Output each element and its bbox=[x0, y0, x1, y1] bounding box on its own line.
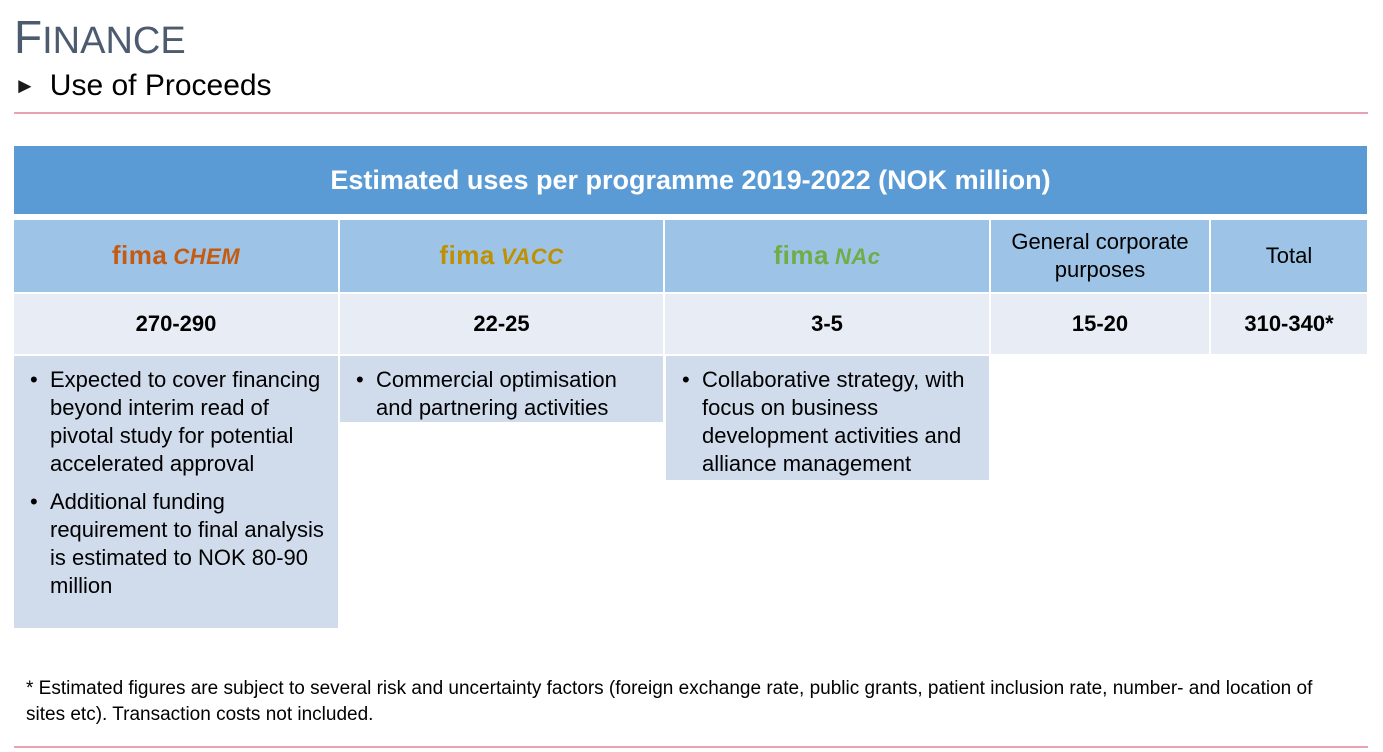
fimavacc-logo-suffix: VACC bbox=[500, 244, 564, 269]
list-item-text: Additional funding requirement to final … bbox=[50, 489, 324, 598]
footnote: * Estimated figures are subject to sever… bbox=[26, 678, 1313, 725]
value-fimanac: 3-5 bbox=[665, 294, 989, 354]
fimachem-logo-suffix: CHEM bbox=[173, 244, 241, 269]
column-header-fimachem: fima CHEM bbox=[14, 220, 338, 292]
value-total: 310-340* bbox=[1211, 294, 1367, 354]
bullet-icon: • bbox=[356, 367, 364, 392]
bullet-icon: • bbox=[30, 489, 38, 514]
bullet-list: • Commercial optimisation and partnering … bbox=[350, 366, 649, 422]
triangle-right-icon: ► bbox=[14, 73, 36, 98]
description-fimanac: • Collaborative strategy, with focus on b… bbox=[666, 356, 989, 480]
list-item-text: Expected to cover financing beyond inter… bbox=[50, 367, 321, 476]
value-fimachem: 270-290 bbox=[14, 294, 338, 354]
table-title: Estimated uses per programme 2019-2022 (… bbox=[14, 146, 1367, 214]
fimanac-logo-suffix: NAc bbox=[834, 244, 881, 269]
bullet-list: • Collaborative strategy, with focus on b… bbox=[676, 366, 975, 478]
fimachem-logo: fima CHEM bbox=[112, 241, 240, 271]
fimavacc-logo-prefix: fima bbox=[439, 240, 495, 270]
list-item: • Additional funding requirement to final… bbox=[24, 488, 324, 600]
bullet-list: • Expected to cover financing beyond inte… bbox=[24, 366, 324, 600]
column-header-fimanac: fima NAc bbox=[665, 220, 989, 292]
column-header-fimavacc: fima VACC bbox=[340, 220, 663, 292]
divider-top bbox=[14, 112, 1368, 114]
fimanac-logo-prefix: fima bbox=[773, 240, 829, 270]
value-fimavacc: 22-25 bbox=[340, 294, 663, 354]
fimachem-logo-prefix: fima bbox=[111, 240, 168, 270]
column-header-total-label: Total bbox=[1265, 243, 1313, 268]
fimanac-logo: fima NAc bbox=[774, 241, 881, 271]
list-item: • Commercial optimisation and partnering … bbox=[350, 366, 649, 422]
list-item-text: Collaborative strategy, with focus on bu… bbox=[702, 367, 965, 476]
page-title-rest: INANCE bbox=[42, 20, 186, 62]
fimavacc-logo: fima VACC bbox=[439, 241, 563, 271]
column-header-total: Total bbox=[1211, 220, 1367, 292]
list-item: • Collaborative strategy, with focus on b… bbox=[676, 366, 975, 478]
description-fimavacc: • Commercial optimisation and partnering … bbox=[340, 356, 663, 422]
subtitle-text: Use of Proceeds bbox=[49, 69, 272, 102]
divider-bottom bbox=[14, 746, 1368, 748]
description-fimachem: • Expected to cover financing beyond inte… bbox=[14, 356, 338, 628]
column-header-general-corporate-label: General corporate purposes bbox=[1011, 229, 1189, 282]
column-header-general-corporate: General corporate purposes bbox=[991, 220, 1209, 292]
page-title-initial: F bbox=[14, 11, 43, 63]
page-subtitle: ► Use of Proceeds bbox=[14, 68, 272, 104]
page-title: FINANCE bbox=[14, 10, 186, 68]
value-general-corporate: 15-20 bbox=[991, 294, 1209, 354]
list-item: • Expected to cover financing beyond inte… bbox=[24, 366, 324, 478]
bullet-icon: • bbox=[682, 367, 690, 392]
list-item-text: Commercial optimisation and partnering a… bbox=[376, 367, 617, 420]
bullet-icon: • bbox=[30, 367, 38, 392]
